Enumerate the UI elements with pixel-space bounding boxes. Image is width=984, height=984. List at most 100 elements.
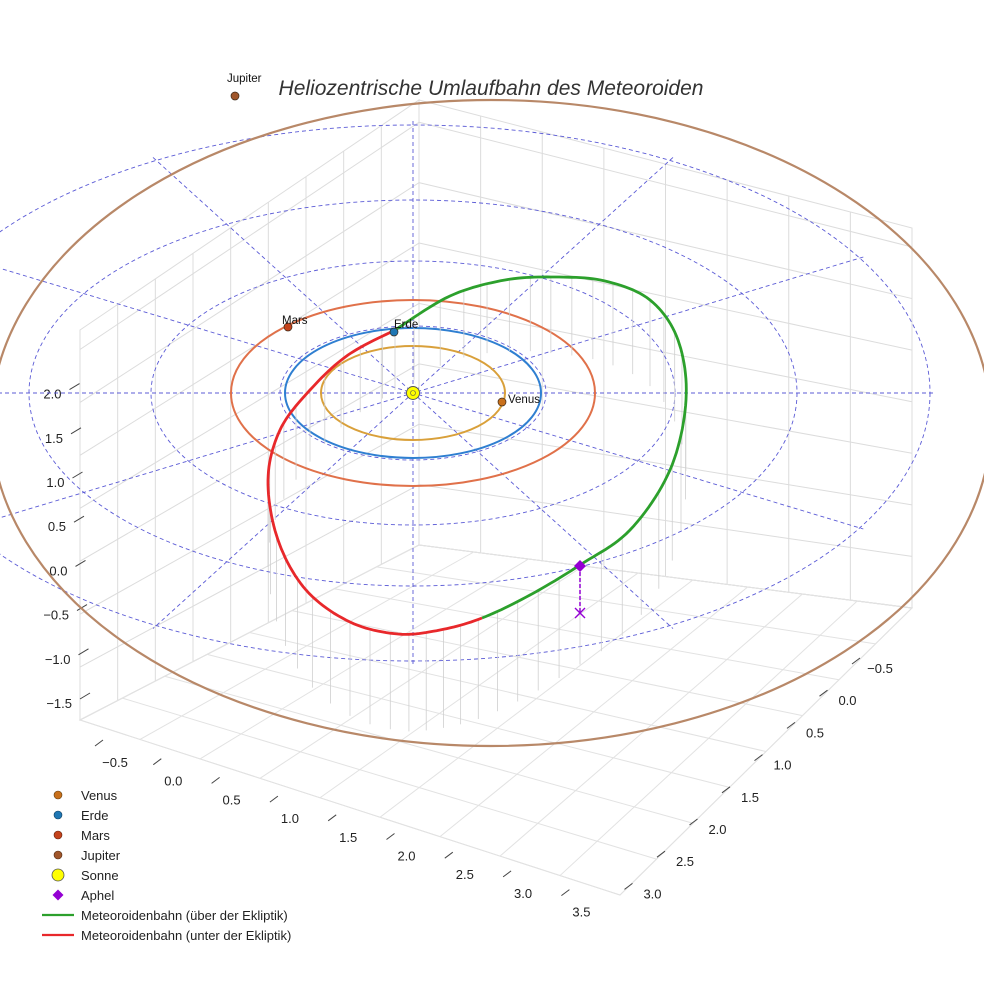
sun [406,386,420,400]
sun-core [410,390,416,396]
orbit-mars [230,299,596,487]
orbit-erde [284,327,542,459]
axis-panes [78,99,914,896]
legend: Venus Erde Mars Jupiter Sonne Aphel Me [38,785,291,945]
z-tick-label: 1.5 [45,431,63,446]
y-tick-label: 1.5 [741,790,759,805]
grid-line [376,566,876,645]
y-tick-label: 0.0 [838,693,856,708]
x-tick-label: 0.0 [164,774,182,789]
z-tick-label: −0.5 [43,608,69,623]
x-tick-label: 0.5 [223,792,241,807]
y-tick-label: 0.5 [806,725,824,740]
grid-line [418,242,913,351]
legend-item-orbit-above: Meteoroidenbahn (über der Ekliptik) [38,905,291,925]
y-tick-label: −0.5 [867,661,893,676]
legend-item-venus: Venus [38,785,291,805]
legend-marker-mars [38,825,78,845]
legend-marker-sonne [38,865,78,885]
legend-item-erde: Erde [38,805,291,825]
planet-label-venus: Venus [508,394,540,406]
y-tick-mark [721,786,731,794]
x-tick-label: 3.0 [514,886,532,901]
x-tick-mark [386,833,395,840]
legend-item-mars: Mars [38,825,291,845]
z-tick-label: 0.5 [48,519,66,534]
grid-line [291,610,803,717]
grid-line [79,423,420,615]
grid-line [79,303,420,509]
grid-line [249,632,767,752]
legend-item-sonne: Sonne [38,865,291,885]
aphelion-marker [574,560,586,572]
z-tick-mark [69,383,80,391]
grid-line [418,544,913,609]
meteoroid-orbit [266,275,688,732]
legend-line-green [38,905,78,925]
x-tick-label: 3.5 [572,905,590,920]
bodies: Venus Erde Mars Jupiter [227,73,586,619]
grid-line [207,653,730,788]
y-tick-label: 2.5 [676,854,694,869]
axis-ticks: −0.5 0.0 0.5 1.0 1.5 2.0 2.5 3.0 3.5 −0.5 0.0 0.5 1.… [43,383,893,920]
planet-label-erde: Erde [394,319,418,331]
z-tick-mark [70,427,82,435]
legend-label: Meteoroidenbahn (über der Ekliptik) [81,907,288,923]
x-tick-mark [561,889,570,896]
grid-line [418,423,913,506]
aphelion-projection-x [574,607,586,619]
grid-line [122,697,657,860]
planet-mars [283,322,293,332]
legend-label: Meteoroidenbahn (unter der Ekliptik) [81,927,292,943]
y-tick-mark [851,657,861,665]
y-tick-mark [624,883,633,890]
legend-marker-erde [38,805,78,825]
x-tick-label: 2.0 [397,849,415,864]
planet-label-jupiter: Jupiter [227,73,262,85]
grid-line [79,242,420,456]
x-tick-mark [502,870,512,878]
orbit-venus [320,345,506,441]
z-tick-label: 0.0 [49,563,67,578]
z-tick-mark [79,692,91,700]
z-tick-label: −1.0 [45,652,71,667]
legend-label: Erde [81,807,109,823]
grid-line [79,363,420,562]
grid-line [164,675,694,824]
y-tick-mark [656,850,666,858]
x-tick-label: 2.5 [456,867,474,882]
x-tick-mark [211,777,220,784]
x-tick-label: 1.0 [281,811,299,826]
z-tick-label: −1.5 [46,696,72,711]
legend-label: Sonne [81,867,119,883]
z-tick-mark [73,515,85,523]
legend-label: Jupiter [81,847,121,863]
grid-line [79,121,420,350]
legend-label: Mars [81,827,110,843]
grid-line [418,182,913,300]
y-tick-mark [786,722,796,729]
legend-marker-aphel [38,885,78,905]
pane-back-left [79,99,420,721]
grid-line [418,302,913,403]
chart-title: Heliozentrische Umlaufbahn des Meteoroid… [279,77,704,100]
planet-venus [497,397,507,407]
grid-line [334,588,840,681]
y-tick-label: 2.0 [708,822,726,837]
y-tick-mark [819,689,828,697]
grid-line [418,121,913,248]
z-tick-mark [75,559,86,567]
z-tick-mark [72,471,83,479]
planet-orbits [0,98,984,748]
grid-line [79,182,420,403]
legend-marker-venus [38,785,78,805]
orbit-below-ecliptic [266,328,483,636]
legend-label: Aphel [81,887,115,903]
y-tick-label: 3.0 [643,886,661,901]
grid-line [79,484,420,668]
y-tick-label: 1.0 [773,758,791,773]
legend-item-aphel: Aphel [38,885,291,905]
planet-erde [389,327,399,337]
planet-jupiter [230,91,240,101]
